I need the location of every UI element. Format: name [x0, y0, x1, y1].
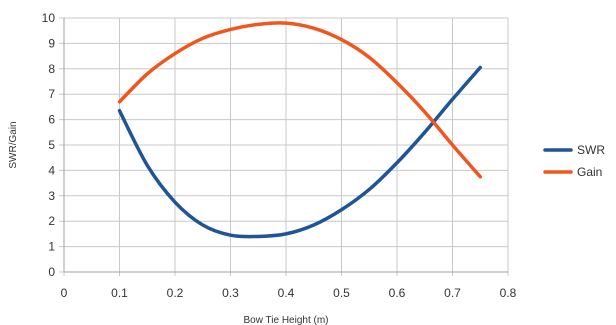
- x-axis-title: Bow Tie Height (m): [243, 315, 328, 325]
- grid-lines: [59, 17, 509, 276]
- y-tick-label: 5: [48, 138, 55, 152]
- x-tick-label: 0: [61, 286, 68, 300]
- series-line-gain: [117, 21, 482, 179]
- x-tick-label: 0.1: [111, 286, 128, 300]
- x-tick-label: 0.2: [167, 286, 184, 300]
- x-tick-label: 0.3: [222, 286, 239, 300]
- y-tick-label: 3: [48, 189, 55, 203]
- x-tick-label: 0.6: [389, 286, 406, 300]
- y-tick-label: 4: [48, 163, 55, 177]
- y-tick-label: 8: [48, 62, 55, 76]
- y-tick-labels: 0 1 2 3 4 5 6 7 8 9 10: [42, 11, 56, 279]
- series-line-swr: [117, 65, 482, 239]
- series-lines: [117, 21, 482, 239]
- x-tick-labels: 0 0.1 0.2 0.3 0.4 0.5 0.6 0.7 0.8: [61, 286, 517, 300]
- y-tick-label: 2: [48, 214, 55, 228]
- y-axis-title: SWR/Gain: [8, 121, 19, 168]
- y-tick-label: 0: [48, 265, 55, 279]
- x-tick-label: 0.7: [444, 286, 461, 300]
- y-tick-label: 10: [42, 11, 56, 25]
- x-tick-label: 0.4: [278, 286, 295, 300]
- legend-label-swr: SWR: [577, 143, 605, 157]
- axes: [63, 18, 508, 273]
- x-tick-label: 0.8: [500, 286, 517, 300]
- y-tick-label: 6: [48, 113, 55, 127]
- legend: SWR Gain: [543, 143, 605, 179]
- y-tick-label: 9: [48, 36, 55, 50]
- legend-label-gain: Gain: [577, 165, 602, 179]
- x-tick-label: 0.5: [333, 286, 350, 300]
- y-tick-label: 1: [48, 240, 55, 254]
- y-tick-label: 7: [48, 87, 55, 101]
